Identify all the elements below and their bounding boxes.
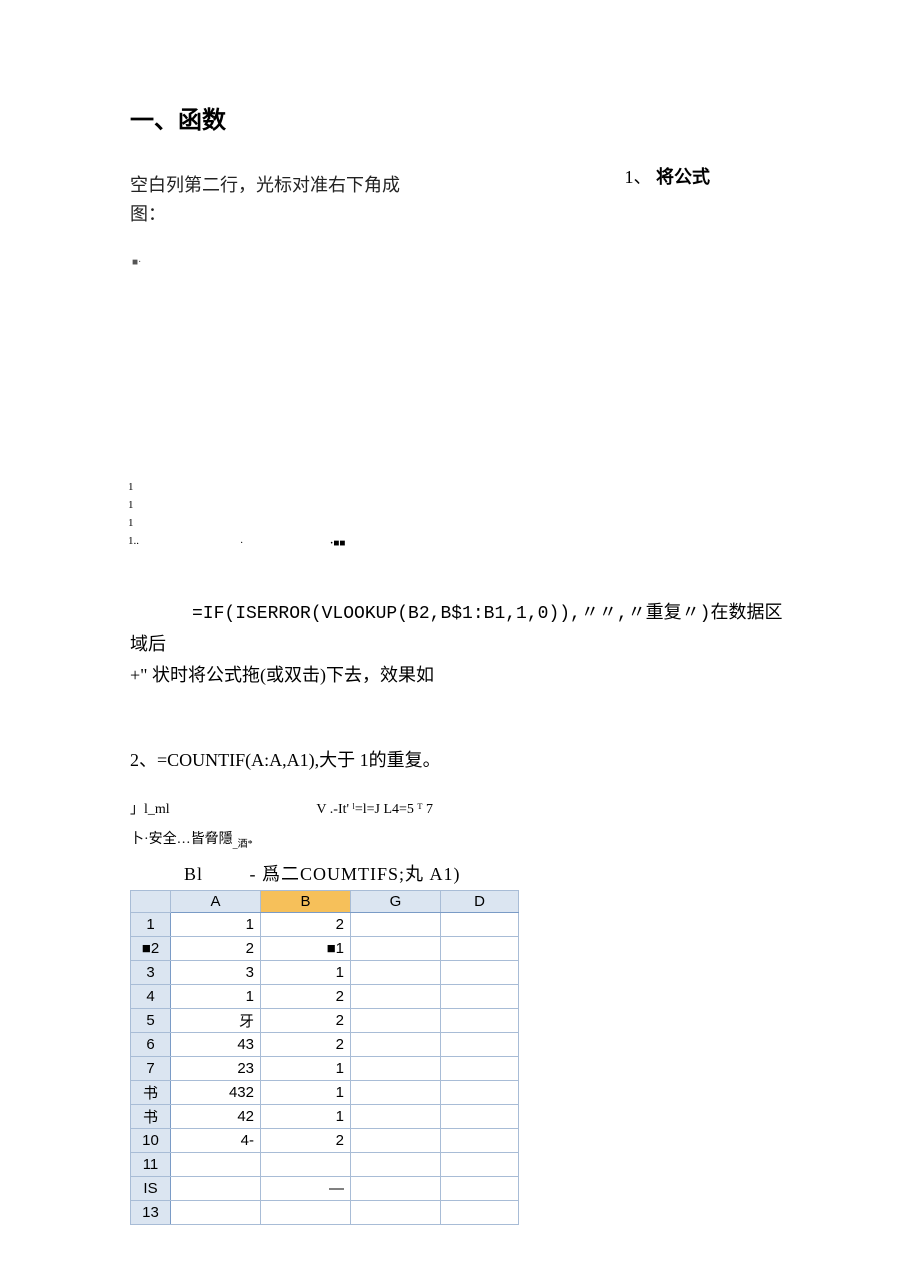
table-cell[interactable]: 432 (171, 1081, 261, 1105)
fig-mark: ■· (132, 257, 141, 268)
scrap-text: 」l_ml (130, 802, 170, 817)
lead-line-1: 空白列第二行，光标对准右下角成 (130, 175, 400, 195)
lead-line-2: 图： (130, 204, 166, 224)
ocr-scraps: 」l_ml V .-It' ˡ=l=J L4=5 ᵀ 7 卜·安全…皆脅隱_酒* (130, 798, 790, 850)
table-cell[interactable]: 42 (171, 1105, 261, 1129)
table-row-head[interactable]: 10 (131, 1129, 171, 1153)
fig-mark: 1 (128, 499, 134, 511)
table-cell[interactable]: 1 (261, 1105, 351, 1129)
table-cell[interactable] (441, 1033, 519, 1057)
table-cell[interactable]: 1 (171, 913, 261, 937)
side-note-sep: 、 (634, 167, 652, 187)
table-cell[interactable] (441, 1105, 519, 1129)
table-cell[interactable]: ■1 (261, 937, 351, 961)
table-cell[interactable]: — (261, 1177, 351, 1201)
table-cell[interactable] (441, 985, 519, 1009)
scrap-text: V .-It' ˡ=l=J L4=5 ᵀ 7 (316, 802, 433, 817)
table-cell[interactable] (441, 961, 519, 985)
table-cell[interactable]: 3 (171, 961, 261, 985)
fig-mark: ·■■ (330, 538, 345, 549)
table-cell[interactable] (351, 985, 441, 1009)
table-cell[interactable] (441, 1057, 519, 1081)
table-col-head-selected[interactable]: B (261, 891, 351, 913)
table-cell[interactable] (351, 1081, 441, 1105)
table-cell[interactable] (171, 1153, 261, 1177)
scrap-text-tiny: _酒* (233, 839, 253, 850)
table-row-head[interactable]: 4 (131, 985, 171, 1009)
table-cell[interactable]: 43 (171, 1033, 261, 1057)
table-row-head[interactable]: 5 (131, 1009, 171, 1033)
table-row-head[interactable]: 书 (131, 1105, 171, 1129)
table-cell[interactable]: 1 (261, 1057, 351, 1081)
side-note-label: 将公式 (656, 167, 710, 187)
spreadsheet-fragment: Bl - 爲二COUMTIFS;丸 A1) A B G D 112■22■133… (130, 860, 790, 1225)
cell-reference: Bl (184, 864, 244, 885)
table-cell[interactable]: 2 (261, 1033, 351, 1057)
table-cell[interactable]: 2 (261, 913, 351, 937)
table-row-head[interactable]: 1 (131, 913, 171, 937)
table-cell[interactable]: 2 (261, 1129, 351, 1153)
table-cell[interactable] (351, 1129, 441, 1153)
table-cell[interactable] (351, 1057, 441, 1081)
scrap-text: 卜·安全…皆脅隱 (130, 832, 233, 847)
table-row-head[interactable]: 7 (131, 1057, 171, 1081)
formula-tail-2: +" 状时将公式拖(或双击)下去，效果如 (130, 660, 790, 691)
table-cell[interactable] (261, 1153, 351, 1177)
table-cell[interactable] (351, 1009, 441, 1033)
table-cell[interactable]: 4- (171, 1129, 261, 1153)
fig-mark: 1 (128, 481, 134, 493)
table-cell[interactable] (441, 1081, 519, 1105)
table-cell[interactable]: 1 (261, 961, 351, 985)
table-cell[interactable] (171, 1177, 261, 1201)
table-cell[interactable]: 23 (171, 1057, 261, 1081)
table-cell[interactable]: 1 (171, 985, 261, 1009)
table-cell[interactable]: 2 (261, 1009, 351, 1033)
formula-block: =IF(ISERROR(VLOOKUP(B2,B$1:B1,1,0)),〃〃,〃… (130, 597, 790, 691)
table-cell[interactable] (441, 1153, 519, 1177)
table-cell[interactable] (261, 1201, 351, 1225)
section-heading: 一、函数 (130, 100, 790, 135)
table-corner (131, 891, 171, 913)
lead-text: 空白列第二行，光标对准右下角成 图： (130, 171, 490, 229)
table-cell[interactable] (351, 961, 441, 985)
fig-mark: 1 (128, 517, 134, 529)
table-row-head[interactable]: 3 (131, 961, 171, 985)
table-cell[interactable]: 2 (261, 985, 351, 1009)
table-row-head[interactable]: 11 (131, 1153, 171, 1177)
table-cell[interactable] (351, 1201, 441, 1225)
table-col-head[interactable]: G (351, 891, 441, 913)
formula-code: =IF(ISERROR(VLOOKUP(B2,B$1:B1,1,0)),〃〃,〃… (130, 604, 710, 624)
spreadsheet-table: A B G D 112■22■13314125牙264327231书4321书4… (130, 890, 519, 1225)
table-cell[interactable] (441, 1201, 519, 1225)
table-cell[interactable] (441, 1129, 519, 1153)
table-row-head[interactable]: IS (131, 1177, 171, 1201)
table-row-head[interactable]: 6 (131, 1033, 171, 1057)
side-note-number: 1 (625, 167, 634, 187)
fig-mark: 1.. (128, 535, 139, 547)
table-cell[interactable] (171, 1201, 261, 1225)
cell-formula-text: - 爲二COUMTIFS;丸 A1) (250, 864, 461, 884)
table-col-head[interactable]: A (171, 891, 261, 913)
fig-mark: · (240, 538, 243, 549)
table-cell[interactable] (351, 913, 441, 937)
table-row-head[interactable]: ■2 (131, 937, 171, 961)
table-col-head[interactable]: D (441, 891, 519, 913)
table-cell[interactable] (441, 937, 519, 961)
table-cell[interactable] (351, 1105, 441, 1129)
table-cell[interactable] (441, 1009, 519, 1033)
table-cell[interactable]: 牙 (171, 1009, 261, 1033)
table-cell[interactable]: 2 (171, 937, 261, 961)
table-cell[interactable] (351, 1177, 441, 1201)
table-cell[interactable]: 1 (261, 1081, 351, 1105)
section-2-text: 2、=COUNTIF(A:A,A1),大于 1的重复。 (130, 746, 790, 772)
figure-placeholder: ■· 1 1 1 1.. · ·■■ (130, 251, 400, 561)
side-note: 1、 将公式 (625, 163, 711, 189)
table-cell[interactable] (351, 1033, 441, 1057)
table-cell[interactable] (351, 937, 441, 961)
table-cell[interactable] (441, 1177, 519, 1201)
table-row-head[interactable]: 书 (131, 1081, 171, 1105)
table-cell[interactable] (441, 913, 519, 937)
table-row-head[interactable]: 13 (131, 1201, 171, 1225)
table-cell[interactable] (351, 1153, 441, 1177)
